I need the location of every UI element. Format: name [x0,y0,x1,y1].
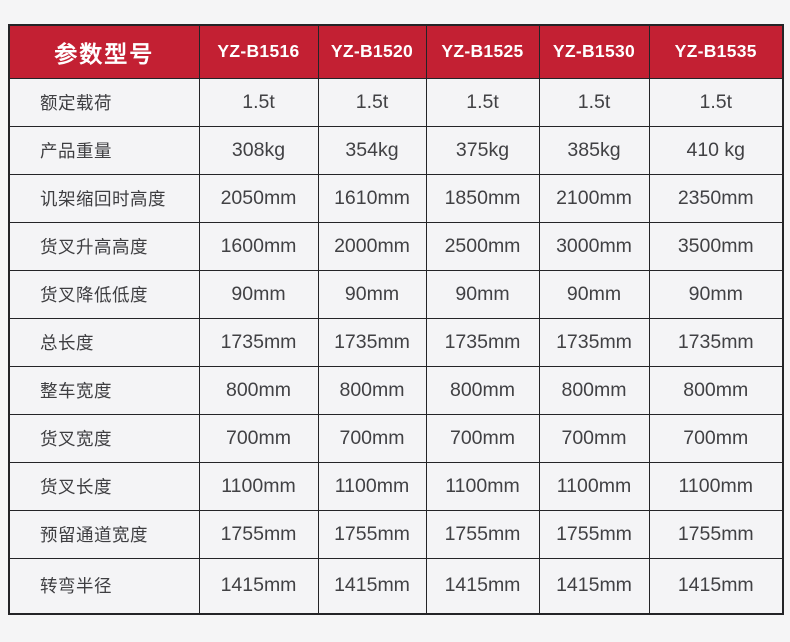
value-cell: 308kg [198,125,319,175]
value-cell: 800mm [317,365,427,415]
value-cell: 1415mm [425,557,540,615]
row-label: 货叉长度 [8,461,200,511]
value-cell: 90mm [648,269,784,319]
row-label: 预留通道宽度 [8,509,200,559]
model-header: YZ-B1516 [198,24,319,79]
value-cell: 2100mm [538,173,650,223]
value-cell: 1.5t [198,77,319,127]
value-cell: 1415mm [648,557,784,615]
value-cell: 90mm [198,269,319,319]
value-cell: 1735mm [317,317,427,367]
table-row: 讥架缩回时高度 2050mm 1610mm 1850mm 2100mm 2350mm [8,173,784,223]
value-cell: 1100mm [648,461,784,511]
value-cell: 1610mm [317,173,427,223]
value-cell: 90mm [425,269,540,319]
table-row: 产品重量 308kg 354kg 375kg 385kg 410 kg [8,125,784,175]
row-label: 货叉升高高度 [8,221,200,271]
value-cell: 2500mm [425,221,540,271]
value-cell: 1415mm [198,557,319,615]
spec-table: 参数型号 YZ-B1516 YZ-B1520 YZ-B1525 YZ-B1530 YZ-B… [8,24,784,615]
value-cell: 1.5t [538,77,650,127]
value-cell: 2350mm [648,173,784,223]
row-label: 货叉宽度 [8,413,200,463]
value-cell: 410 kg [648,125,784,175]
value-cell: 1600mm [198,221,319,271]
row-label: 转弯半径 [8,557,200,615]
model-header: YZ-B1520 [317,24,427,79]
value-cell: 1735mm [648,317,784,367]
value-cell: 90mm [538,269,650,319]
value-cell: 90mm [317,269,427,319]
value-cell: 800mm [198,365,319,415]
table-row: 预留通道宽度 1755mm 1755mm 1755mm 1755mm 1755mm [8,509,784,559]
value-cell: 3000mm [538,221,650,271]
table-row: 货叉降低低度 90mm 90mm 90mm 90mm 90mm [8,269,784,319]
row-label: 总长度 [8,317,200,367]
value-cell: 3500mm [648,221,784,271]
row-label: 额定载荷 [8,77,200,127]
value-cell: 700mm [538,413,650,463]
model-header: YZ-B1535 [648,24,784,79]
value-cell: 2050mm [198,173,319,223]
value-cell: 1755mm [198,509,319,559]
value-cell: 800mm [425,365,540,415]
value-cell: 1100mm [425,461,540,511]
value-cell: 1735mm [198,317,319,367]
param-type-header: 参数型号 [8,24,200,79]
value-cell: 1735mm [538,317,650,367]
value-cell: 1735mm [425,317,540,367]
value-cell: 1.5t [648,77,784,127]
value-cell: 800mm [648,365,784,415]
value-cell: 700mm [425,413,540,463]
value-cell: 1100mm [198,461,319,511]
value-cell: 1.5t [425,77,540,127]
value-cell: 385kg [538,125,650,175]
value-cell: 1850mm [425,173,540,223]
table-row: 货叉宽度 700mm 700mm 700mm 700mm 700mm [8,413,784,463]
value-cell: 1100mm [538,461,650,511]
value-cell: 1755mm [425,509,540,559]
table-row: 整车宽度 800mm 800mm 800mm 800mm 800mm [8,365,784,415]
value-cell: 2000mm [317,221,427,271]
value-cell: 700mm [198,413,319,463]
value-cell: 1415mm [538,557,650,615]
row-label: 整车宽度 [8,365,200,415]
table-row: 额定载荷 1.5t 1.5t 1.5t 1.5t 1.5t [8,77,784,127]
row-label: 货叉降低低度 [8,269,200,319]
value-cell: 1100mm [317,461,427,511]
value-cell: 700mm [317,413,427,463]
value-cell: 1415mm [317,557,427,615]
table-row: 货叉升高高度 1600mm 2000mm 2500mm 3000mm 3500mm [8,221,784,271]
table-row: 转弯半径 1415mm 1415mm 1415mm 1415mm 1415mm [8,557,784,615]
value-cell: 375kg [425,125,540,175]
value-cell: 1755mm [317,509,427,559]
value-cell: 354kg [317,125,427,175]
row-label: 讥架缩回时高度 [8,173,200,223]
value-cell: 800mm [538,365,650,415]
table-row: 货叉长度 1100mm 1100mm 1100mm 1100mm 1100mm [8,461,784,511]
table-body: 额定载荷 1.5t 1.5t 1.5t 1.5t 1.5t 产品重量 308kg 354kg 37… [8,77,784,615]
value-cell: 1755mm [648,509,784,559]
table-row: 总长度 1735mm 1735mm 1735mm 1735mm 1735mm [8,317,784,367]
row-label: 产品重量 [8,125,200,175]
value-cell: 1755mm [538,509,650,559]
header-row: 参数型号 YZ-B1516 YZ-B1520 YZ-B1525 YZ-B1530 YZ-B… [8,24,784,79]
model-header: YZ-B1525 [425,24,540,79]
value-cell: 1.5t [317,77,427,127]
value-cell: 700mm [648,413,784,463]
model-header: YZ-B1530 [538,24,650,79]
